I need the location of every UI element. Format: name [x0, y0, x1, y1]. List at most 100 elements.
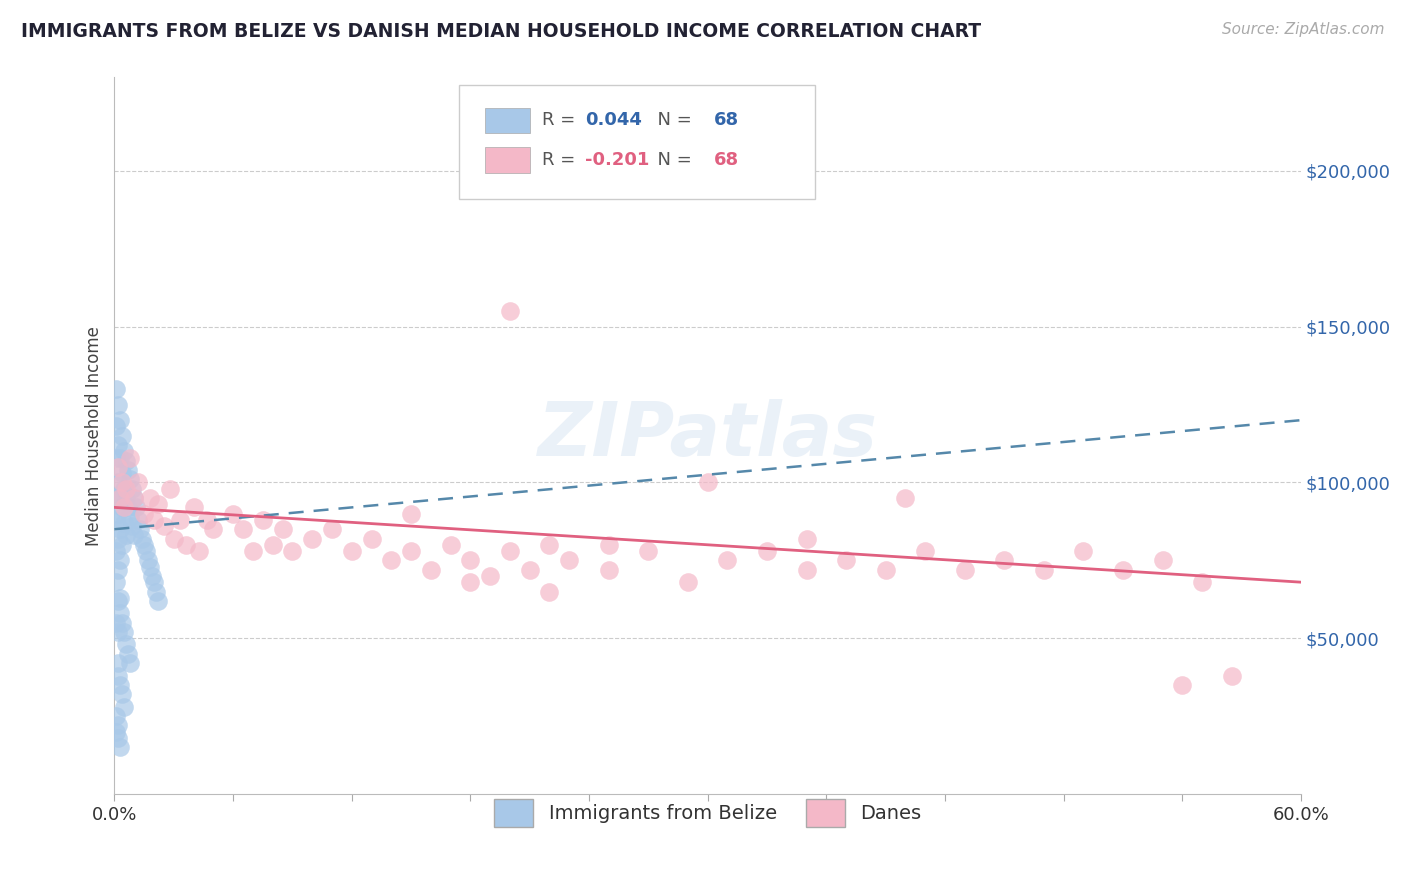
Point — [163, 532, 186, 546]
Text: IMMIGRANTS FROM BELIZE VS DANISH MEDIAN HOUSEHOLD INCOME CORRELATION CHART: IMMIGRANTS FROM BELIZE VS DANISH MEDIAN … — [21, 22, 981, 41]
Text: 68: 68 — [714, 112, 738, 129]
Point — [894, 491, 917, 505]
Point — [183, 500, 205, 515]
Point — [1032, 563, 1054, 577]
Point — [112, 699, 135, 714]
Point — [222, 507, 245, 521]
Point — [110, 488, 132, 502]
Point — [112, 500, 135, 515]
Point — [360, 532, 382, 546]
Point — [439, 538, 461, 552]
Point — [131, 532, 153, 546]
Text: ZIPatlas: ZIPatlas — [537, 400, 877, 472]
Point — [120, 450, 142, 465]
Point — [132, 538, 155, 552]
Point — [107, 398, 129, 412]
Point — [112, 625, 135, 640]
Point — [107, 459, 129, 474]
Point — [111, 428, 134, 442]
Point — [111, 538, 134, 552]
Point — [107, 625, 129, 640]
Point — [105, 419, 128, 434]
Point — [637, 544, 659, 558]
Point — [598, 563, 620, 577]
Point — [110, 553, 132, 567]
Point — [252, 513, 274, 527]
Point — [169, 513, 191, 527]
Point — [835, 553, 858, 567]
Point — [1112, 563, 1135, 577]
Point — [107, 532, 129, 546]
Point — [107, 563, 129, 577]
Point — [111, 687, 134, 701]
Point — [696, 475, 718, 490]
Point — [110, 491, 132, 505]
Point — [110, 522, 132, 536]
Point — [716, 553, 738, 567]
Point — [993, 553, 1015, 567]
Point — [195, 513, 218, 527]
Point — [1220, 668, 1243, 682]
Point — [796, 532, 818, 546]
Point — [122, 528, 145, 542]
Point — [143, 575, 166, 590]
Point — [321, 522, 343, 536]
Text: R =: R = — [541, 112, 581, 129]
Text: -0.201: -0.201 — [585, 151, 650, 169]
Point — [111, 475, 134, 490]
Point — [558, 553, 581, 567]
Point — [1191, 575, 1213, 590]
Point — [110, 450, 132, 465]
Point — [340, 544, 363, 558]
Point — [122, 491, 145, 505]
Point — [111, 466, 134, 480]
Y-axis label: Median Household Income: Median Household Income — [86, 326, 103, 546]
Point — [112, 482, 135, 496]
Point — [1152, 553, 1174, 567]
Point — [301, 532, 323, 546]
Point — [796, 563, 818, 577]
Point — [153, 519, 176, 533]
Point — [105, 615, 128, 630]
Point — [232, 522, 254, 536]
Point — [115, 482, 138, 496]
Point — [117, 647, 139, 661]
Point — [188, 544, 211, 558]
Point — [121, 519, 143, 533]
Point — [242, 544, 264, 558]
Point — [110, 591, 132, 605]
Point — [105, 709, 128, 723]
Point — [107, 668, 129, 682]
Point — [111, 615, 134, 630]
Point — [399, 544, 422, 558]
Point — [107, 438, 129, 452]
Point — [460, 575, 482, 590]
Text: 68: 68 — [714, 151, 738, 169]
Text: Source: ZipAtlas.com: Source: ZipAtlas.com — [1222, 22, 1385, 37]
Point — [105, 724, 128, 739]
Point — [1171, 678, 1194, 692]
Point — [143, 513, 166, 527]
Point — [115, 453, 138, 467]
Point — [598, 538, 620, 552]
Point — [115, 491, 138, 505]
Point — [419, 563, 441, 577]
Point — [146, 497, 169, 511]
Point — [105, 575, 128, 590]
Point — [115, 638, 138, 652]
Point — [107, 507, 129, 521]
Point — [141, 569, 163, 583]
Point — [107, 594, 129, 608]
Point — [105, 491, 128, 505]
Bar — [485, 147, 530, 173]
Point — [117, 500, 139, 515]
Point — [105, 544, 128, 558]
Point — [105, 450, 128, 465]
Text: 0.044: 0.044 — [585, 112, 643, 129]
Point — [281, 544, 304, 558]
Point — [146, 594, 169, 608]
Point — [121, 482, 143, 496]
Point — [202, 522, 225, 536]
Point — [538, 538, 561, 552]
Point — [110, 678, 132, 692]
